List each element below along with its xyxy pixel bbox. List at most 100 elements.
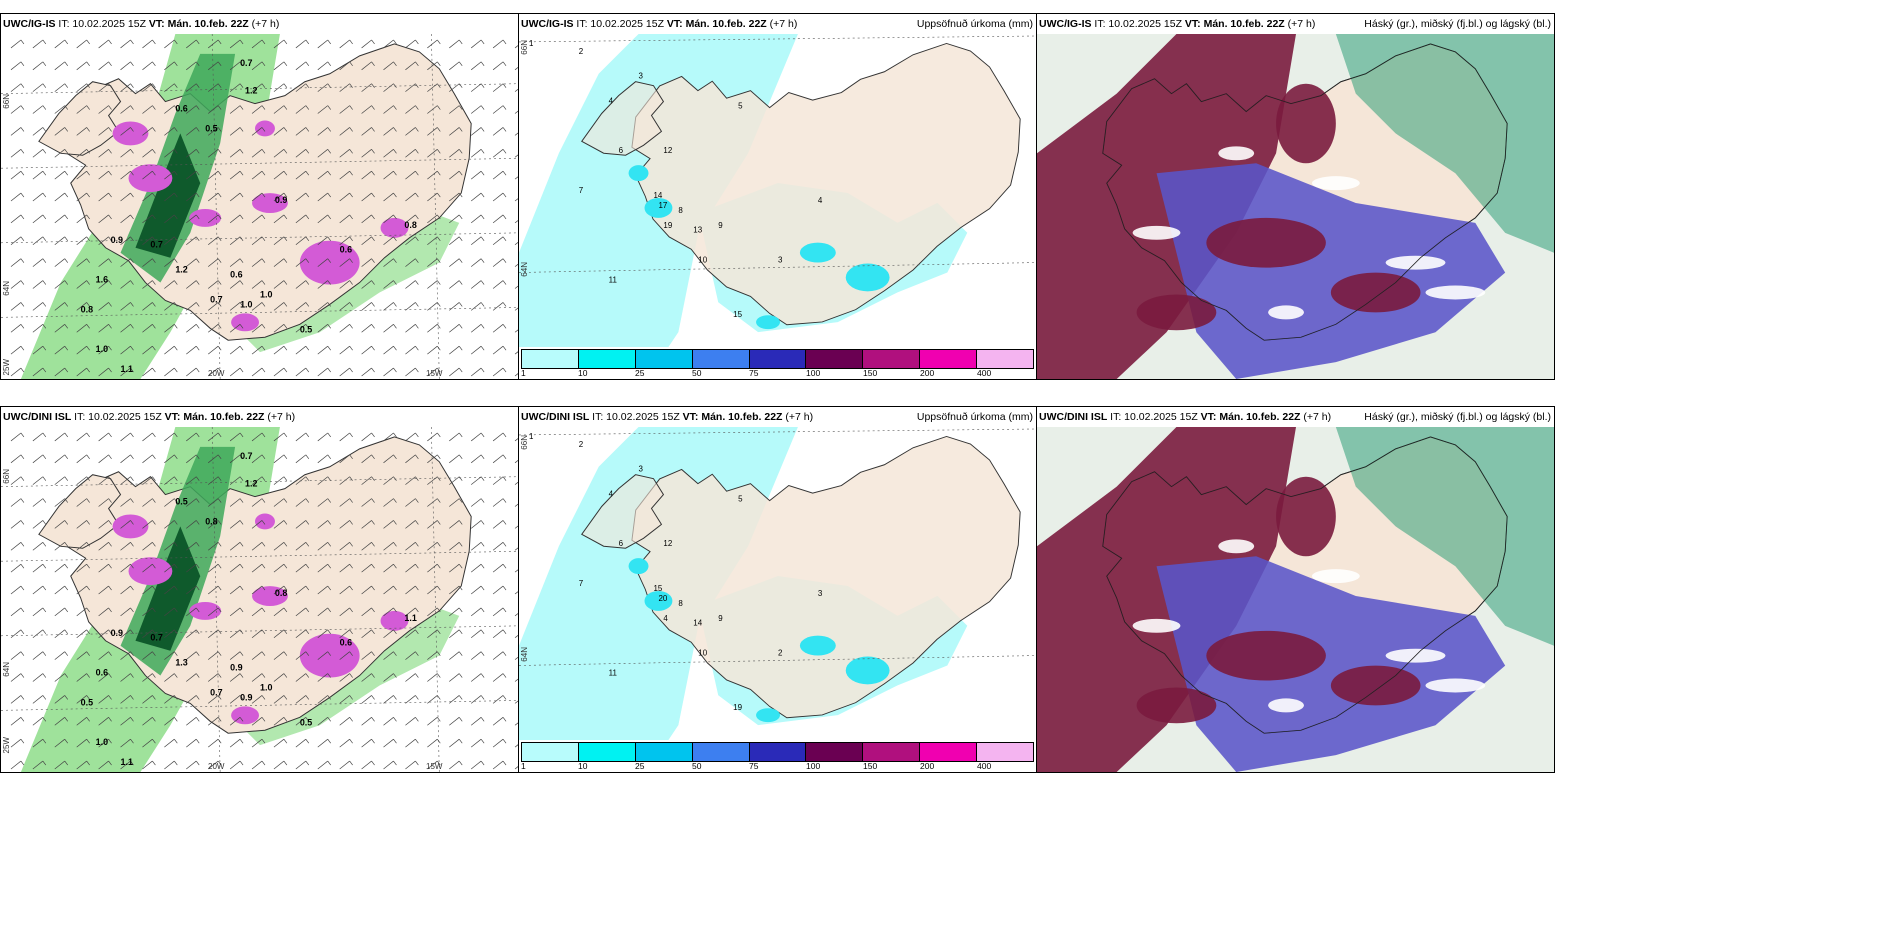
wind-barb bbox=[120, 236, 134, 246]
graticule-line bbox=[1, 550, 518, 562]
precip-10-25-area bbox=[799, 635, 836, 656]
wind-barb bbox=[295, 738, 310, 748]
colorbar-swatch bbox=[522, 350, 579, 368]
wind-barb bbox=[120, 651, 134, 660]
wind-barb bbox=[449, 585, 463, 595]
low-cloud-area bbox=[1335, 34, 1554, 253]
wind-barb bbox=[449, 170, 463, 180]
wind-barb bbox=[98, 498, 112, 507]
wind-barb bbox=[514, 132, 518, 136]
clear-gap bbox=[1425, 678, 1486, 693]
wind-barb bbox=[427, 738, 441, 748]
wind-barb bbox=[142, 170, 156, 180]
wind-barb bbox=[186, 170, 200, 180]
wind-barb bbox=[98, 302, 112, 311]
wind-barb bbox=[32, 476, 47, 485]
colorbar-swatch bbox=[977, 350, 1034, 368]
wind-barb bbox=[492, 738, 507, 748]
wind-barb bbox=[405, 695, 419, 704]
wind-barb bbox=[32, 83, 47, 92]
lat-label-64n: 64N bbox=[2, 281, 11, 296]
wind-barb bbox=[273, 738, 288, 748]
colorbar-tick-label: 10 bbox=[578, 761, 588, 771]
wind-barb bbox=[339, 607, 353, 617]
wind-barb bbox=[164, 236, 178, 246]
wind-barb bbox=[339, 170, 353, 180]
precip-intense-cell bbox=[189, 208, 222, 227]
precip-value-label: 2 bbox=[579, 440, 584, 449]
wind-barb bbox=[317, 717, 332, 726]
precip-value-label: 1.0 bbox=[260, 682, 272, 692]
colorbar-tick-label: 200 bbox=[920, 368, 935, 378]
wind-barb bbox=[383, 170, 397, 180]
wind-barb bbox=[54, 324, 69, 333]
wind-barb bbox=[164, 607, 178, 617]
wind-barb bbox=[273, 498, 288, 507]
wind-barb bbox=[427, 192, 441, 202]
wind-barb bbox=[383, 454, 397, 464]
precip-intense-cell bbox=[112, 121, 149, 146]
wind-barb bbox=[514, 66, 518, 71]
colorbar-ticks: 1 10 25 50 75 100 150 200 400 bbox=[521, 368, 1034, 379]
wind-barb bbox=[32, 760, 47, 770]
wind-barb bbox=[295, 432, 310, 442]
wind-barb bbox=[251, 607, 266, 617]
panel-header: UWC/IG-IS IT: 10.02.2025 15Z VT: Mán. 10… bbox=[519, 14, 1036, 34]
wind-barb bbox=[251, 651, 266, 660]
wind-barb bbox=[76, 738, 90, 748]
wind-barb bbox=[54, 39, 69, 49]
wind-barb bbox=[251, 542, 266, 551]
wind-barb bbox=[339, 432, 353, 442]
wind-barb bbox=[514, 525, 518, 529]
wind-barb bbox=[32, 105, 47, 114]
wind-barb bbox=[10, 717, 25, 726]
wind-barb bbox=[273, 127, 288, 136]
wind-barb bbox=[142, 498, 156, 507]
wind-barb bbox=[295, 607, 310, 617]
clear-gap bbox=[1218, 539, 1255, 554]
precip-value-label: 1 bbox=[529, 39, 534, 48]
wind-barb bbox=[54, 476, 69, 485]
wind-barb bbox=[229, 192, 244, 202]
wind-barb bbox=[339, 61, 353, 71]
panel-header: UWC/IG-IS IT: 10.02.2025 15Z VT: Mán. 10… bbox=[1, 14, 518, 34]
wind-barb bbox=[251, 454, 266, 464]
wind-barb bbox=[295, 367, 310, 377]
wind-barb bbox=[492, 629, 507, 639]
westfjords-landmass bbox=[581, 474, 665, 549]
wind-barb bbox=[164, 563, 178, 573]
precip-value-label: 6 bbox=[619, 146, 624, 155]
wind-barb bbox=[514, 569, 518, 573]
westfjords-landmass bbox=[581, 81, 665, 156]
wind-barb bbox=[32, 280, 47, 289]
wind-barb bbox=[449, 498, 463, 507]
wind-barb bbox=[470, 542, 485, 551]
precip-value-label: 9 bbox=[718, 614, 723, 623]
precip-value-label: 14 bbox=[693, 619, 702, 628]
colorbar-swatches bbox=[521, 349, 1034, 369]
wind-barb bbox=[514, 285, 518, 289]
precip-value-label: 2 bbox=[579, 47, 584, 56]
wind-barb bbox=[10, 585, 25, 595]
low-cloud-area bbox=[1335, 427, 1554, 646]
colorbar-tick-label: 50 bbox=[692, 761, 702, 771]
wind-barb bbox=[295, 629, 310, 639]
wind-barb bbox=[10, 432, 25, 442]
precip-value-label: 0.9 bbox=[230, 663, 242, 673]
wind-barb bbox=[470, 345, 485, 355]
precip-value-label: 2 bbox=[778, 649, 783, 658]
wind-barb bbox=[142, 324, 156, 333]
wind-barb bbox=[405, 673, 419, 682]
wind-barb bbox=[383, 127, 397, 136]
wind-barb bbox=[54, 258, 69, 267]
wind-barb bbox=[273, 585, 288, 595]
wind-barb bbox=[98, 149, 112, 158]
wind-barb bbox=[295, 258, 310, 267]
panel-header: UWC/DINI ISL IT: 10.02.2025 15Z VT: Mán.… bbox=[1, 407, 518, 427]
wind-barb bbox=[186, 563, 200, 573]
wind-barb bbox=[470, 192, 485, 202]
wind-barb bbox=[54, 760, 69, 770]
wind-barb bbox=[164, 345, 178, 355]
wind-barb bbox=[295, 39, 310, 49]
wind-barb bbox=[361, 127, 375, 136]
